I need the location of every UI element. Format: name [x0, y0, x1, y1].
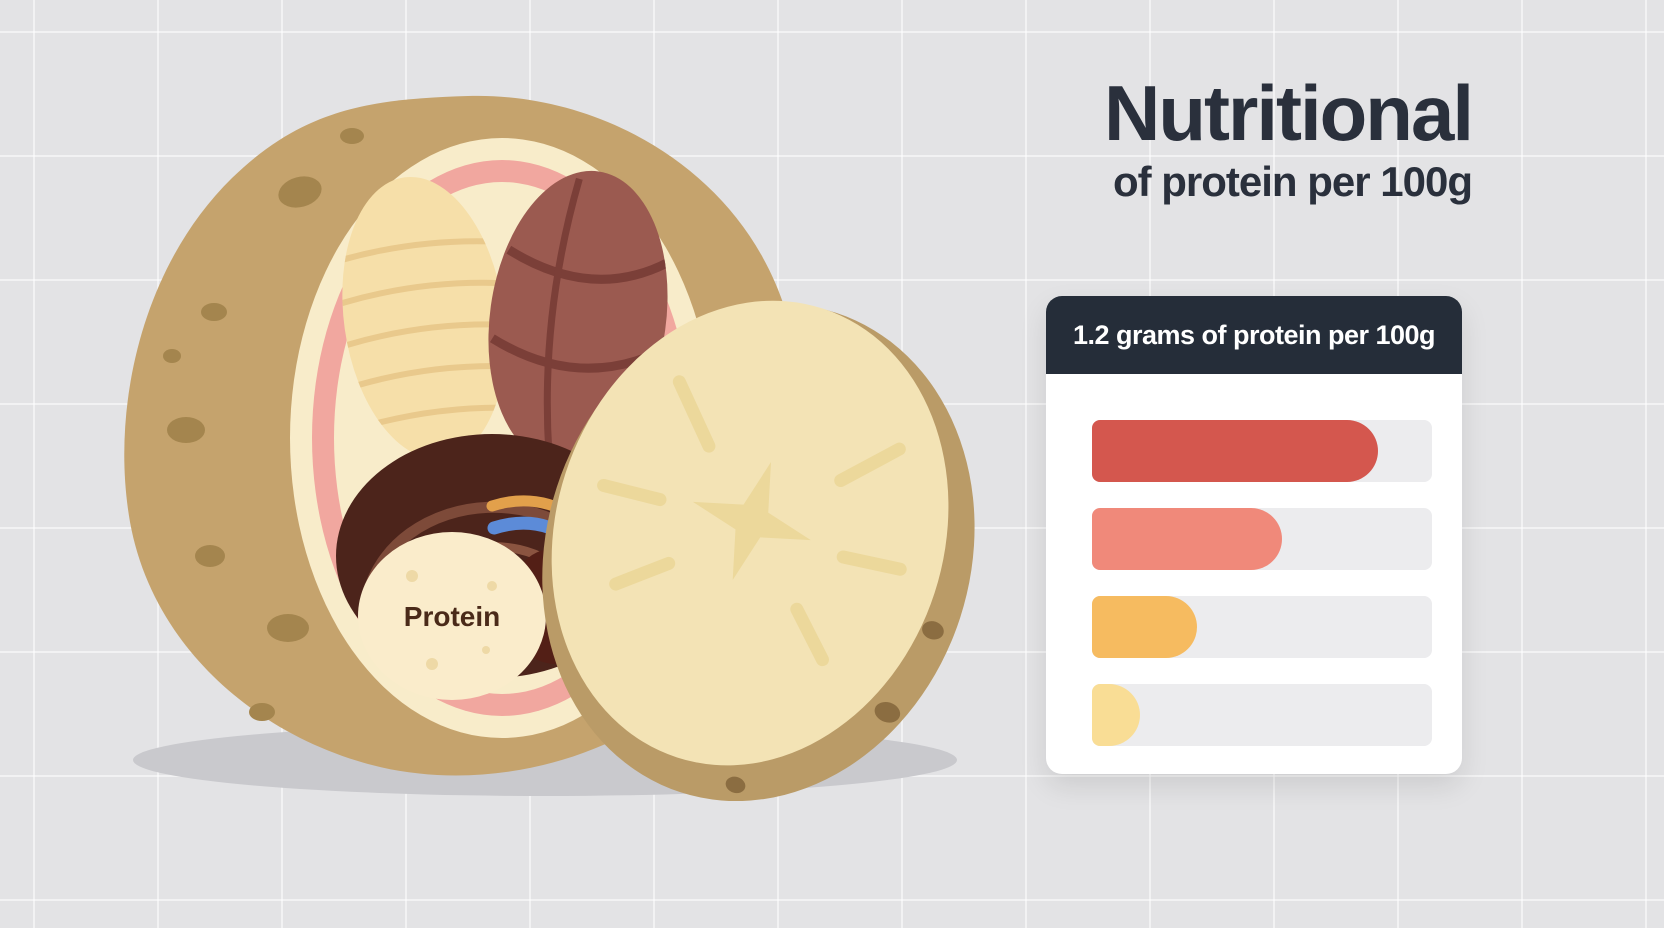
slice-star-pattern [597, 375, 907, 667]
protein-label: Protein [404, 601, 500, 632]
bar-1 [1092, 420, 1378, 482]
bar-row [1092, 684, 1432, 746]
bar-row [1092, 596, 1432, 658]
skin-spots [163, 128, 364, 721]
bar-4 [1092, 684, 1140, 746]
bar-2 [1092, 508, 1283, 570]
nutrition-card: 1.2 grams of protein per 100g [1046, 296, 1462, 774]
potato-half-slice [542, 300, 975, 802]
slice-skin-spots [725, 621, 944, 794]
bar-row [1092, 508, 1432, 570]
potato-illustration: Protein [124, 95, 975, 802]
bar-3 [1092, 596, 1198, 658]
page-title: Nutritional of protein per 100g [1104, 69, 1474, 206]
card-header: 1.2 grams of protein per 100g [1046, 296, 1462, 374]
title-line-2: of protein per 100g [1112, 158, 1473, 205]
protein-bar-chart [1046, 374, 1462, 774]
protein-nodule: Protein [358, 532, 546, 700]
left-lobe [334, 176, 518, 460]
title-line-1: Nutritional [1104, 69, 1474, 157]
bar-row [1092, 420, 1432, 482]
